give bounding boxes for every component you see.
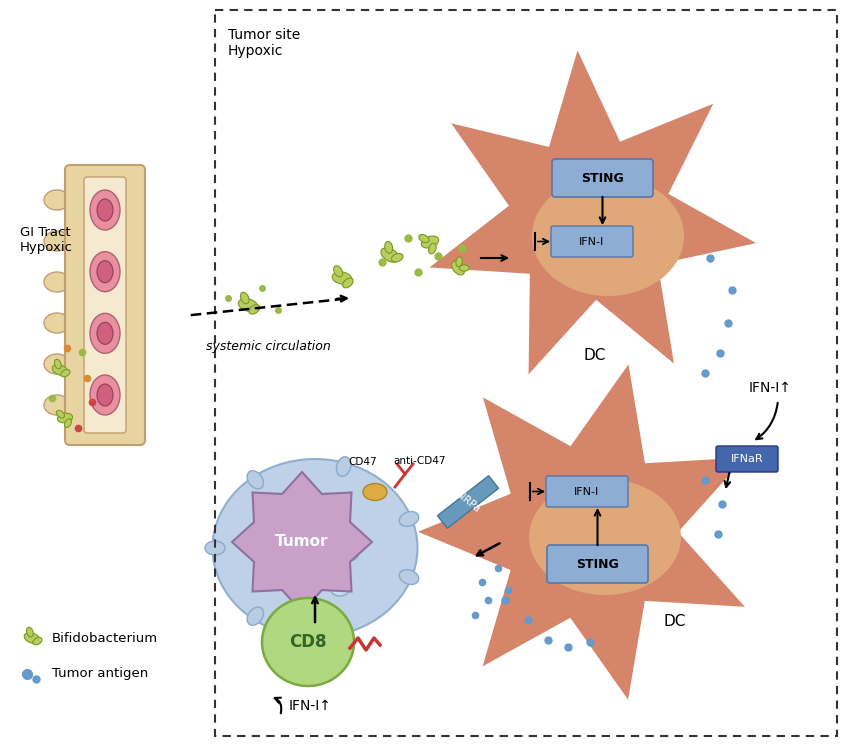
Ellipse shape: [64, 419, 72, 428]
Ellipse shape: [57, 411, 64, 418]
Ellipse shape: [333, 266, 343, 277]
FancyBboxPatch shape: [715, 446, 777, 472]
Polygon shape: [429, 51, 755, 374]
Ellipse shape: [97, 199, 113, 221]
Text: Tumor site
Hypoxic: Tumor site Hypoxic: [228, 28, 300, 58]
Polygon shape: [232, 472, 371, 612]
Ellipse shape: [259, 573, 281, 587]
FancyBboxPatch shape: [550, 226, 632, 257]
Ellipse shape: [336, 620, 350, 639]
Ellipse shape: [336, 457, 350, 476]
Ellipse shape: [363, 484, 387, 501]
Text: IFN-I↑: IFN-I↑: [288, 699, 331, 713]
Ellipse shape: [44, 395, 70, 415]
Text: Bifidobacterium: Bifidobacterium: [52, 632, 158, 644]
Ellipse shape: [57, 413, 73, 423]
FancyBboxPatch shape: [545, 476, 627, 507]
Text: CD8: CD8: [289, 633, 327, 651]
Ellipse shape: [528, 479, 680, 595]
Ellipse shape: [97, 322, 113, 344]
Ellipse shape: [246, 471, 263, 489]
Text: IFN-I: IFN-I: [574, 487, 599, 496]
Ellipse shape: [459, 265, 468, 271]
Text: DC: DC: [583, 348, 605, 363]
Ellipse shape: [384, 241, 392, 254]
Polygon shape: [418, 365, 744, 700]
Ellipse shape: [391, 254, 403, 262]
Ellipse shape: [428, 243, 436, 254]
Text: SIRPa: SIRPa: [453, 489, 482, 515]
Ellipse shape: [97, 384, 113, 406]
Text: Tumor antigen: Tumor antigen: [52, 667, 148, 681]
Text: IFN-I↑: IFN-I↑: [749, 381, 791, 395]
Ellipse shape: [241, 292, 249, 304]
Text: systemic circulation: systemic circulation: [205, 340, 330, 353]
Text: DC: DC: [663, 614, 685, 629]
Ellipse shape: [255, 548, 274, 562]
Ellipse shape: [212, 459, 417, 637]
Text: GI Tract
Hypoxic: GI Tract Hypoxic: [20, 226, 73, 254]
Ellipse shape: [451, 261, 464, 275]
Ellipse shape: [33, 638, 42, 645]
Ellipse shape: [399, 570, 418, 585]
Ellipse shape: [90, 375, 120, 415]
FancyBboxPatch shape: [84, 177, 126, 433]
Text: IFN-I: IFN-I: [579, 237, 604, 246]
Ellipse shape: [44, 272, 70, 292]
Ellipse shape: [238, 298, 257, 312]
Text: STING: STING: [581, 172, 623, 185]
Ellipse shape: [342, 278, 353, 288]
Ellipse shape: [54, 359, 61, 369]
Ellipse shape: [262, 598, 354, 686]
Ellipse shape: [381, 248, 398, 262]
Ellipse shape: [342, 550, 358, 560]
Ellipse shape: [399, 512, 418, 526]
Ellipse shape: [97, 260, 113, 283]
FancyBboxPatch shape: [65, 165, 145, 445]
Ellipse shape: [246, 607, 263, 625]
Ellipse shape: [419, 234, 429, 243]
Ellipse shape: [90, 190, 120, 230]
Text: STING: STING: [576, 557, 618, 571]
Ellipse shape: [24, 632, 40, 644]
Ellipse shape: [90, 251, 120, 292]
Ellipse shape: [205, 541, 225, 555]
Ellipse shape: [44, 231, 70, 251]
Polygon shape: [437, 475, 498, 528]
Ellipse shape: [61, 370, 70, 376]
Ellipse shape: [26, 627, 33, 637]
Text: IFNaR: IFNaR: [730, 454, 762, 464]
Ellipse shape: [90, 313, 120, 353]
Ellipse shape: [44, 354, 70, 374]
Ellipse shape: [455, 257, 462, 266]
Bar: [214, 10, 836, 736]
Ellipse shape: [332, 272, 351, 284]
Ellipse shape: [421, 236, 438, 248]
Ellipse shape: [44, 190, 70, 210]
Ellipse shape: [249, 305, 259, 314]
FancyBboxPatch shape: [546, 545, 647, 583]
Ellipse shape: [532, 176, 683, 296]
Ellipse shape: [331, 584, 349, 596]
Text: CD47: CD47: [349, 457, 377, 467]
Ellipse shape: [52, 365, 68, 376]
Text: anti-CD47: anti-CD47: [392, 456, 445, 466]
Text: Tumor: Tumor: [275, 534, 328, 550]
FancyBboxPatch shape: [551, 159, 652, 197]
Ellipse shape: [44, 313, 70, 333]
